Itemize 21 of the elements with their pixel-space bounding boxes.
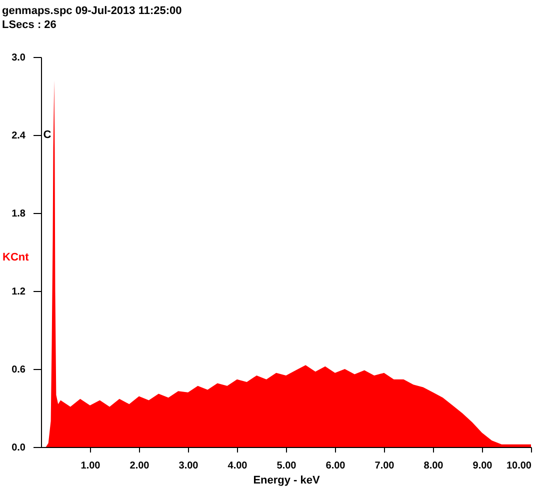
x-tick-label: 5.00 bbox=[276, 460, 297, 472]
x-tick-label: 10.00 bbox=[506, 460, 532, 472]
x-tick-label: 1.00 bbox=[80, 460, 101, 472]
y-axis-title: KCnt bbox=[2, 252, 30, 264]
chart-title: genmaps.spc 09-Jul-2013 11:25:00 bbox=[2, 5, 182, 17]
x-tick-label: 2.00 bbox=[130, 460, 150, 472]
x-tick-label: 3.00 bbox=[178, 460, 199, 472]
y-tick-label: 3.0 bbox=[12, 52, 26, 64]
x-axis-title: Energy - keV bbox=[253, 474, 320, 486]
x-tick-label: 8.00 bbox=[424, 460, 444, 472]
y-tick-label: 0.6 bbox=[12, 364, 26, 376]
y-tick-label: 1.2 bbox=[12, 286, 26, 298]
chart-subtitle: LSecs : 26 bbox=[2, 19, 56, 31]
x-tick-label: 7.00 bbox=[374, 460, 395, 472]
annotation: C bbox=[43, 129, 52, 141]
x-tick-label: 9.00 bbox=[472, 460, 493, 472]
y-tick-label: 2.4 bbox=[12, 130, 26, 142]
y-tick-label: 1.8 bbox=[12, 208, 26, 220]
y-tick-label: 0.0 bbox=[12, 442, 26, 454]
x-tick-label: 6.00 bbox=[326, 460, 346, 472]
x-tick-label: 4.00 bbox=[228, 460, 248, 472]
